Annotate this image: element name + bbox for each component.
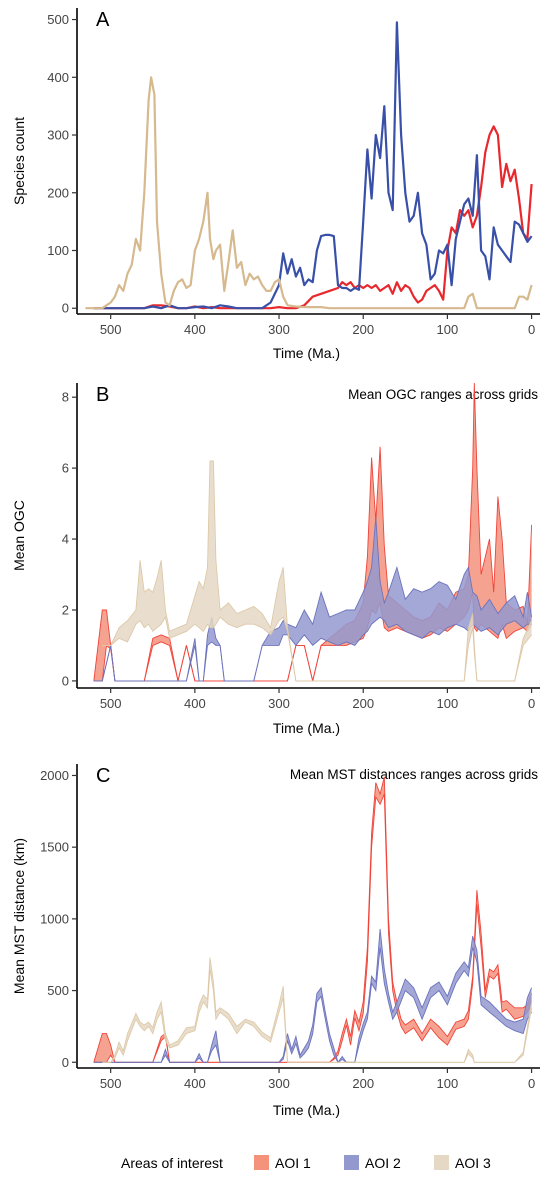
y-tick-label: 100	[47, 243, 69, 258]
y-tick-label: 400	[47, 70, 69, 85]
legend-label-aoi-3: AOI 3	[455, 1155, 491, 1171]
legend-swatch-aoi-1	[254, 1155, 269, 1170]
series-aoi-1-lower-edge	[93, 793, 533, 1063]
plot-area	[85, 21, 533, 310]
legend-label-aoi-2: AOI 2	[365, 1155, 401, 1171]
y-axis-label: Species count	[11, 117, 27, 205]
x-tick-label: 0	[528, 322, 535, 337]
x-tick-label: 500	[100, 322, 122, 337]
y-tick-label: 2000	[40, 768, 69, 783]
series-aoi-1-band	[93, 776, 532, 1063]
series-aoi-2-band	[93, 517, 532, 681]
series-aoi-3-band	[102, 461, 532, 681]
x-tick-label: 100	[437, 696, 459, 711]
legend-swatch-aoi-2	[344, 1155, 359, 1170]
x-axis-label: Time (Ma.)	[273, 345, 340, 361]
series-aoi-3-lower-edge	[102, 969, 533, 1063]
x-tick-label: 200	[352, 696, 374, 711]
x-tick-label: 100	[437, 1076, 459, 1091]
y-tick-label: 6	[62, 461, 69, 476]
panel-a-letter: A	[96, 9, 110, 31]
panel-b-subtitle: Mean OGC ranges across grids	[348, 387, 538, 402]
panel-b-letter: B	[96, 384, 109, 406]
x-tick-label: 100	[437, 322, 459, 337]
x-tick-label: 0	[528, 1076, 535, 1091]
legend-swatch-aoi-3	[434, 1155, 449, 1170]
y-tick-label: 0	[62, 301, 69, 316]
y-tick-label: 500	[47, 983, 69, 998]
y-tick-label: 4	[62, 532, 69, 547]
legend-label-aoi-1: AOI 1	[275, 1155, 311, 1171]
y-tick-label: 0	[62, 1055, 69, 1070]
series-aoi-3-line	[85, 76, 533, 310]
y-tick-label: 8	[62, 390, 69, 405]
x-tick-label: 400	[184, 322, 206, 337]
legend: Areas of interest AOI 1 AOI 2 AOI 3	[121, 1155, 491, 1171]
x-tick-label: 200	[352, 1076, 374, 1091]
x-axis-label: Time (Ma.)	[273, 1102, 340, 1118]
series-aoi-2-lower-edge	[93, 947, 532, 1063]
x-tick-label: 400	[184, 1076, 206, 1091]
series-aoi-2-line	[93, 21, 533, 310]
x-axis-label: Time (Ma.)	[273, 720, 340, 736]
series-aoi-3-lower-edge	[102, 615, 532, 682]
x-tick-label: 200	[352, 322, 374, 337]
x-tick-label: 500	[100, 1076, 122, 1091]
series-aoi-2-band	[93, 928, 532, 1063]
plot-area	[93, 382, 533, 682]
y-tick-label: 2	[62, 602, 69, 617]
y-axis-label: Mean OGC	[11, 500, 27, 571]
x-tick-label: 500	[100, 696, 122, 711]
x-tick-label: 0	[528, 696, 535, 711]
panel-a: A 500 400 300 200 100 0 0 100 200 300 400 500 Time (…	[11, 8, 540, 361]
series-aoi-2-lower-edge	[93, 616, 532, 682]
plot-area	[93, 776, 533, 1064]
panel-c: C Mean MST distances ranges across grids…	[11, 764, 540, 1118]
y-tick-label: 200	[47, 185, 69, 200]
legend-title: Areas of interest	[121, 1155, 223, 1171]
y-tick-label: 1500	[40, 840, 69, 855]
y-tick-label: 1000	[40, 911, 69, 926]
y-tick-label: 300	[47, 128, 69, 143]
panel-c-subtitle: Mean MST distances ranges across grids	[290, 767, 538, 782]
panel-b: B Mean OGC ranges across grids 500 400 300…	[11, 382, 540, 736]
y-axis-label: Mean MST distance (km)	[11, 838, 27, 994]
x-tick-label: 300	[268, 322, 290, 337]
panel-c-letter: C	[96, 765, 110, 787]
series-aoi-1-lower-edge	[93, 592, 532, 682]
x-tick-label: 300	[268, 696, 290, 711]
x-tick-label: 400	[184, 696, 206, 711]
x-tick-label: 300	[268, 1076, 290, 1091]
y-tick-label: 0	[62, 673, 69, 688]
y-tick-label: 500	[47, 12, 69, 27]
